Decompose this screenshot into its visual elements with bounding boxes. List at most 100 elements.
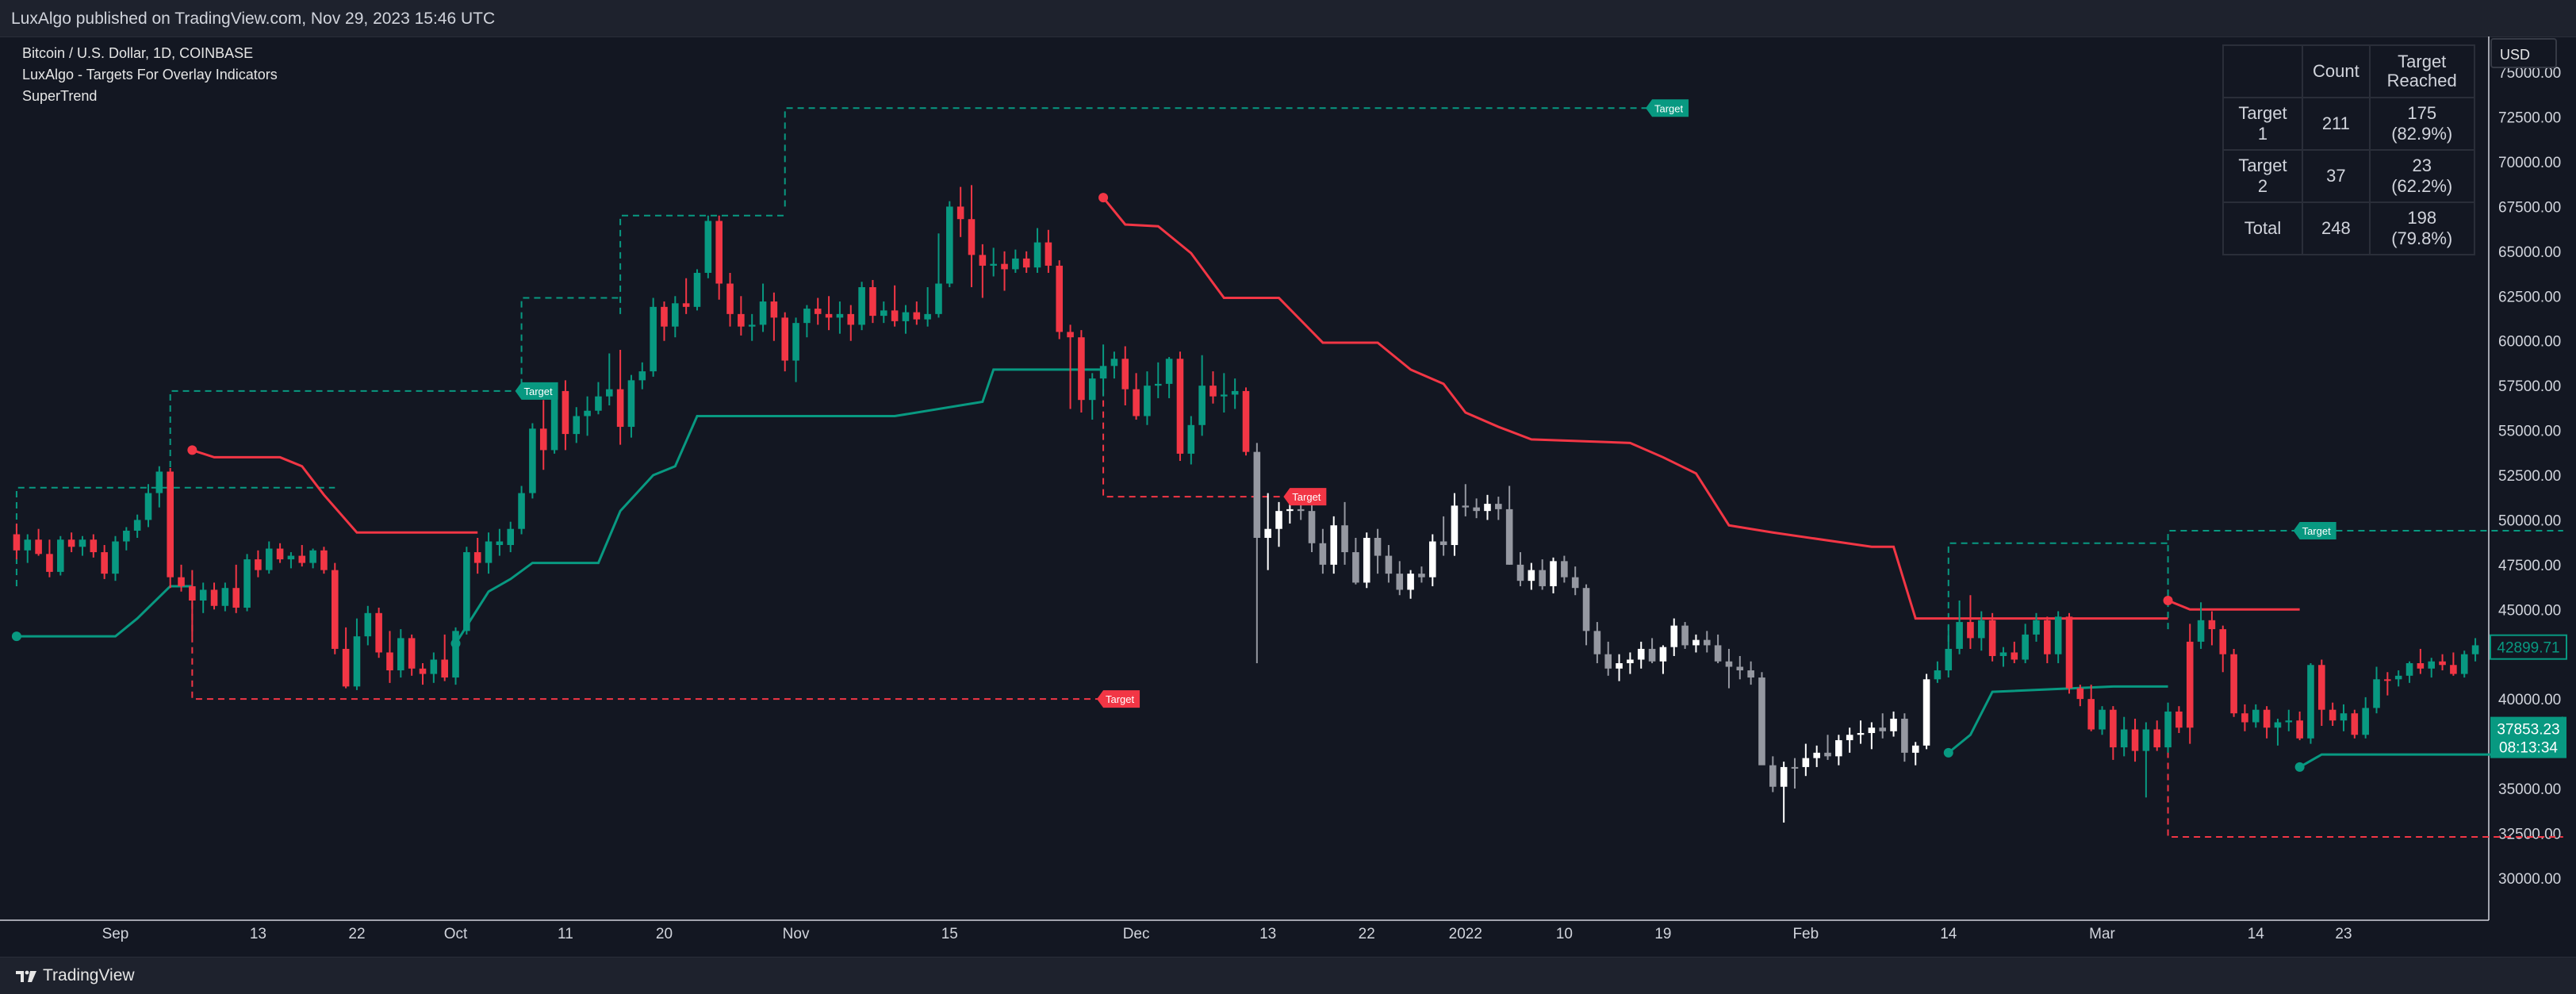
candle — [2142, 722, 2150, 798]
candle — [1528, 562, 1535, 590]
candle-body — [1078, 337, 1085, 401]
time-tick-label: 13 — [250, 926, 266, 942]
tradingview-logo[interactable]: TradingView — [16, 966, 135, 985]
candle — [298, 545, 306, 567]
candle-body — [2428, 661, 2436, 669]
chart-area[interactable]: 75000.00 72500.00 70000.00 67500.00 65000.00… — [0, 36, 2576, 957]
candle-body — [1571, 577, 1579, 589]
indicator-title[interactable]: LuxAlgo - Targets For Overlay Indicators — [22, 67, 278, 83]
candle-body — [595, 396, 602, 411]
candle — [935, 233, 942, 318]
candle — [2362, 697, 2369, 739]
candle — [748, 313, 756, 341]
candle — [1352, 538, 1359, 585]
candle-body — [2099, 709, 2106, 730]
candle-body — [243, 559, 251, 608]
candle-body — [473, 552, 481, 563]
candle-body — [2417, 663, 2425, 669]
candle — [814, 297, 822, 325]
supertrend-start-dot — [187, 445, 197, 455]
candle — [979, 244, 987, 298]
time-tick-label: 23 — [2335, 926, 2352, 942]
candle-body — [265, 548, 273, 570]
candle — [2164, 702, 2172, 753]
candle-body — [353, 636, 361, 687]
candle-body — [2033, 620, 2040, 635]
candle-body — [35, 539, 42, 555]
candle — [1539, 559, 1546, 590]
candle-body — [144, 493, 152, 520]
candle-body — [1945, 648, 1953, 671]
candle-body — [1692, 639, 1700, 646]
candle — [529, 423, 536, 499]
candle-body — [1275, 511, 1282, 529]
candle — [2252, 704, 2260, 728]
supertrend-line — [2167, 599, 2300, 611]
candle — [715, 215, 723, 300]
publish-bar: LuxAlgo published on TradingView.com, No… — [0, 0, 2576, 37]
indicator-subtitle[interactable]: SuperTrend — [22, 88, 98, 104]
candle — [2405, 661, 2413, 683]
candle-body — [792, 323, 799, 361]
candle-body — [1967, 622, 1974, 639]
candle-body — [1308, 511, 1316, 543]
last-price-tag-box — [2490, 634, 2567, 660]
candle-body — [891, 310, 899, 321]
candle-body — [2394, 675, 2402, 680]
candle-body — [1286, 509, 1294, 512]
candle-body — [2164, 711, 2172, 748]
candle — [1648, 638, 1656, 663]
candle-body — [869, 287, 876, 317]
candle — [2175, 706, 2183, 734]
price-chart[interactable]: 75000.00 72500.00 70000.00 67500.00 65000.00… — [0, 36, 2576, 957]
time-tick-label: Oct — [444, 926, 468, 942]
candle — [1725, 648, 1733, 689]
targets-stats-table: Count Target Reached Target 1 211 175 (8… — [2222, 44, 2475, 255]
time-tick-label: Mar — [2089, 926, 2115, 942]
candle-body — [518, 493, 525, 529]
candle — [144, 484, 152, 528]
candle — [1780, 762, 1788, 823]
candle — [2285, 709, 2293, 731]
candle-body — [1495, 504, 1502, 509]
candle — [1264, 493, 1271, 570]
candle — [364, 605, 372, 646]
candle-body — [309, 550, 316, 563]
chart-legend: Bitcoin / U.S. Dollar, 1D, COINBASE LuxA… — [22, 43, 278, 107]
candle-body — [331, 570, 339, 649]
tradingview-logo-icon — [16, 970, 36, 982]
time-tick-label: 2022 — [1449, 926, 1482, 942]
candle-body — [529, 428, 536, 493]
candle-body — [1462, 505, 1470, 508]
candle-body — [1144, 386, 1151, 416]
table-header-row: Count Target Reached — [2222, 44, 2475, 98]
candle — [1561, 555, 1568, 583]
candle-body — [1231, 390, 1239, 395]
candle — [397, 629, 404, 678]
candle — [518, 485, 525, 535]
candle-body — [1209, 386, 1217, 397]
candle — [1099, 344, 1107, 397]
candle-body — [1253, 451, 1261, 538]
candle-body — [715, 221, 723, 284]
table-header-cell: Target Reached — [2368, 44, 2475, 98]
candle-body — [2120, 729, 2128, 748]
candle-body — [661, 306, 668, 327]
candle-body — [2022, 634, 2029, 660]
currency-selector[interactable]: USD — [2490, 38, 2557, 68]
candle — [1363, 532, 1370, 589]
candle-body — [1056, 265, 1064, 332]
candle-body — [726, 283, 734, 314]
table-row: Target 1 211 175 (82.9%) — [2222, 97, 2475, 151]
candle-body — [276, 548, 284, 560]
target-reached-header: Target Reached — [2386, 52, 2457, 90]
target-badge: Target — [1097, 690, 1140, 708]
symbol-title[interactable]: Bitcoin / U.S. Dollar, 1D, COINBASE — [22, 45, 254, 61]
target-badge-shape — [1283, 488, 1327, 506]
candle — [1484, 494, 1491, 520]
candle — [562, 380, 569, 451]
candle-body — [770, 301, 778, 318]
candle — [2110, 706, 2117, 760]
candle — [803, 305, 811, 338]
candle-body — [1648, 648, 1656, 662]
